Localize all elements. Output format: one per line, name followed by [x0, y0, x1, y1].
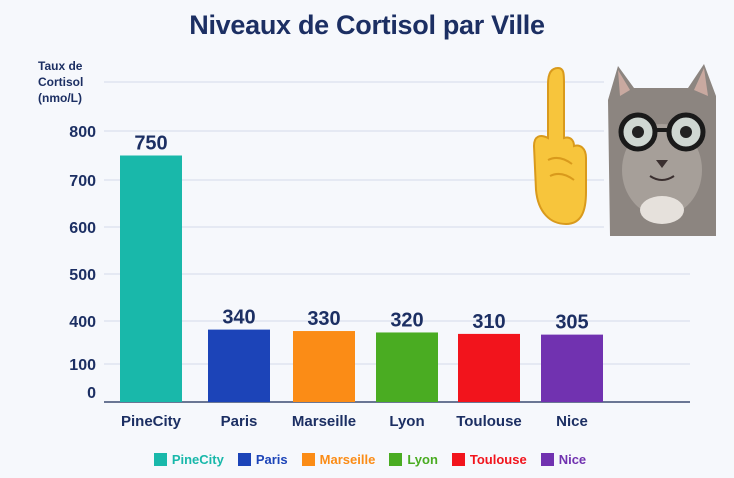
legend-item-marseille: Marseille — [301, 450, 376, 468]
x-tick-pinecity: PineCity — [121, 413, 182, 430]
bar-nice — [541, 334, 603, 402]
value-label-paris: 340 — [222, 307, 255, 329]
legend-item-pinecity: PineCity — [153, 450, 224, 468]
legend-item-nice: Nice — [540, 450, 587, 468]
y-tick-400: 400 — [69, 314, 96, 331]
y-axis-label: Taux de Cortisol (nmo/L) — [38, 58, 108, 106]
value-label-pinecity: 750 — [134, 133, 167, 155]
y-axis-label-line-3: (nmo/L) — [38, 91, 82, 105]
chart-title: Niveaux de Cortisol par Ville — [189, 10, 545, 40]
value-label-lyon: 320 — [390, 309, 423, 331]
y-axis-label-line-2: Cortisol — [38, 75, 84, 89]
legend-item-paris: Paris — [237, 450, 288, 468]
bar-toulouse — [458, 333, 520, 402]
legend-label-toulouse: Toulouse — [469, 451, 527, 467]
bar-paris — [208, 329, 270, 402]
x-tick-labels: PineCity Paris Marseille Lyon Toulouse Nice — [121, 413, 588, 430]
legend-swatch-nice — [540, 452, 554, 466]
y-tick-labels: 800 700 600 500 400 100 0 — [69, 124, 96, 402]
legend-item-lyon: Lyon — [389, 450, 438, 468]
y-axis-label-line-1: Taux de — [38, 59, 83, 73]
legend-swatch-paris — [237, 452, 251, 466]
bar-value-labels: 750 340 330 320 310 305 — [134, 133, 588, 334]
legend-swatch-lyon — [389, 452, 403, 466]
y-tick-800: 800 — [69, 124, 96, 141]
value-label-toulouse: 310 — [472, 311, 505, 333]
legend-swatch-pinecity — [153, 452, 167, 466]
y-tick-700: 700 — [69, 173, 96, 190]
legend-label-lyon: Lyon — [407, 451, 438, 467]
legend-label-pinecity: PineCity — [171, 451, 224, 467]
legend-swatch-toulouse — [451, 452, 465, 466]
y-tick-600: 600 — [69, 220, 96, 237]
x-tick-nice: Nice — [556, 413, 588, 430]
x-tick-marseille: Marseille — [292, 413, 356, 430]
x-tick-lyon: Lyon — [389, 413, 424, 430]
cat-with-glasses-icon — [604, 60, 720, 236]
legend-item-toulouse: Toulouse — [451, 450, 527, 468]
pointing-finger-icon — [532, 66, 587, 226]
value-label-nice: 305 — [555, 312, 588, 334]
legend-label-paris: Paris — [255, 451, 288, 467]
legend-label-marseille: Marseille — [319, 451, 376, 467]
y-tick-0: 0 — [87, 385, 96, 402]
legend-swatch-marseille — [301, 452, 315, 466]
bar-lyon — [376, 332, 438, 402]
value-label-marseille: 330 — [307, 308, 340, 330]
legend: PineCity Paris Marseille Lyon Toulouse Nice — [110, 450, 630, 468]
legend-label-nice: Nice — [558, 451, 587, 467]
bar-pinecity — [120, 155, 182, 402]
x-tick-paris: Paris — [221, 413, 258, 430]
x-tick-toulouse: Toulouse — [456, 413, 522, 430]
bar-marseille — [293, 331, 355, 402]
y-tick-100: 100 — [69, 357, 96, 374]
y-tick-500: 500 — [69, 267, 96, 284]
bars — [120, 155, 603, 402]
